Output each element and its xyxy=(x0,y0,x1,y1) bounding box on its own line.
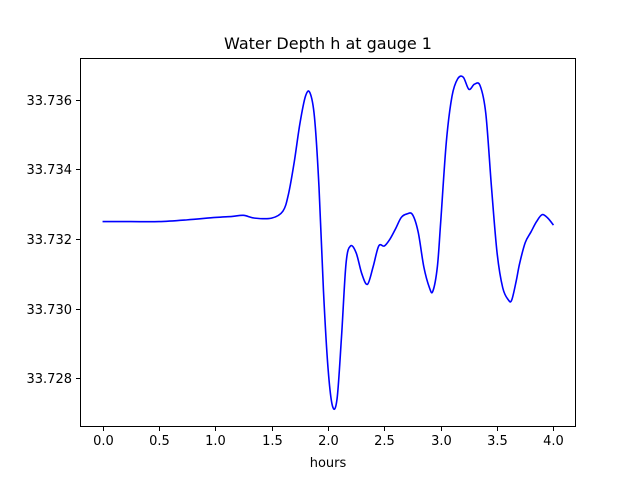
x-tick-label: 3.5 xyxy=(487,434,508,449)
x-tick-label: 2.0 xyxy=(318,434,339,449)
x-tick-label: 2.5 xyxy=(374,434,395,449)
plot-frame xyxy=(80,58,576,427)
x-tick-marks xyxy=(103,427,554,431)
x-tick-label: 0.0 xyxy=(93,434,114,449)
y-tick-label: 33.732 xyxy=(27,233,73,248)
y-tick-label: 33.734 xyxy=(27,163,73,178)
x-tick-label: 4.0 xyxy=(543,434,564,449)
y-tick-label: 33.736 xyxy=(27,94,73,109)
series-line xyxy=(102,75,555,411)
y-tick-marks xyxy=(76,100,80,379)
x-axis-label: hours xyxy=(310,456,347,471)
series-group xyxy=(102,75,555,411)
x-tick-label: 1.5 xyxy=(262,434,283,449)
x-tick-label: 3.0 xyxy=(431,434,452,449)
x-tick-labels: 0.0 0.5 1.0 1.5 2.0 2.5 3.0 3.5 4.0 xyxy=(93,434,564,449)
y-tick-label: 33.730 xyxy=(27,303,73,318)
chart-title: Water Depth h at gauge 1 xyxy=(224,34,432,53)
y-tick-labels: 33.728 33.730 33.732 33.734 33.736 xyxy=(27,94,73,387)
x-tick-label: 0.5 xyxy=(149,434,170,449)
x-tick-label: 1.0 xyxy=(205,434,226,449)
y-tick-label: 33.728 xyxy=(27,372,73,387)
